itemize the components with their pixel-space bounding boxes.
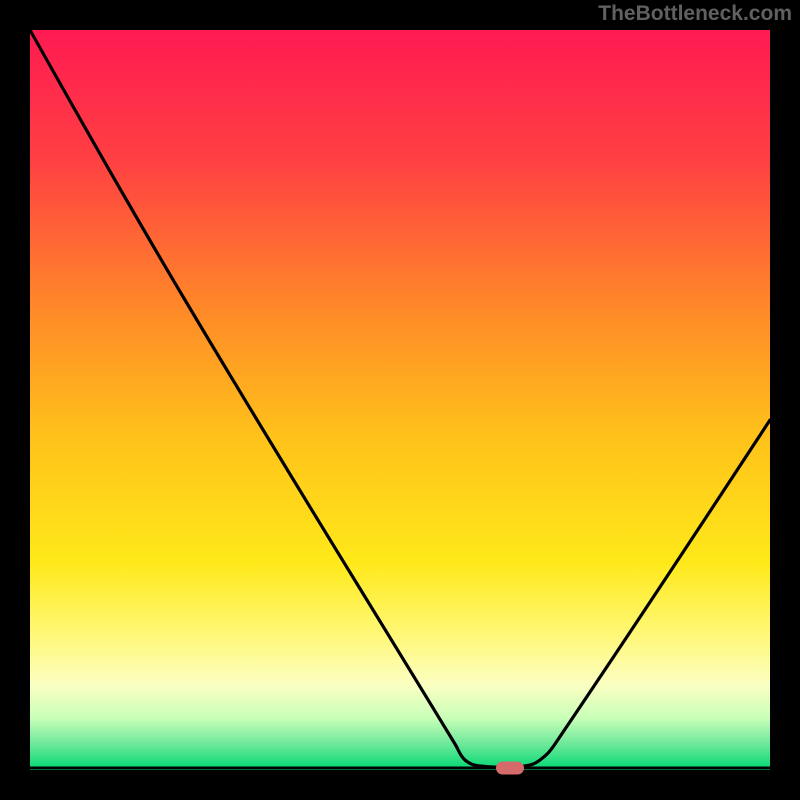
watermark-text: TheBottleneck.com — [598, 2, 792, 26]
optimal-marker — [496, 762, 524, 775]
plot-background — [30, 30, 770, 770]
bottleneck-chart-svg — [0, 0, 800, 800]
chart-stage: TheBottleneck.com — [0, 0, 800, 800]
